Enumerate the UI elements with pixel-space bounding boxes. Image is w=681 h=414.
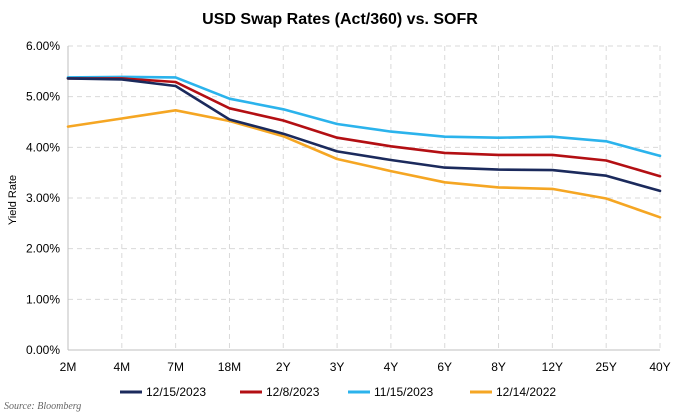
x-tick-label: 7M bbox=[167, 360, 184, 374]
y-tick-label: 3.00% bbox=[26, 191, 60, 205]
legend-label: 11/15/2023 bbox=[374, 385, 433, 399]
x-tick-label: 3Y bbox=[330, 360, 345, 374]
x-tick-label: 4M bbox=[113, 360, 130, 374]
y-tick-label: 6.00% bbox=[26, 39, 60, 53]
x-tick-label: 4Y bbox=[384, 360, 399, 374]
x-tick-label: 8Y bbox=[491, 360, 506, 374]
y-tick-label: 2.00% bbox=[26, 242, 60, 256]
series-line bbox=[66, 75, 662, 158]
x-tick-label: 2M bbox=[60, 360, 77, 374]
x-tick-label: 2Y bbox=[276, 360, 291, 374]
x-tick-label: 18M bbox=[218, 360, 241, 374]
x-tick-label: 6Y bbox=[437, 360, 452, 374]
y-tick-labels: 0.00% 1.00% 2.00% 3.00% 4.00% 5.00% 6.00% bbox=[26, 39, 60, 357]
axes bbox=[67, 46, 660, 351]
legend-label: 12/15/2023 bbox=[146, 385, 206, 399]
y-tick-label: 5.00% bbox=[26, 90, 60, 104]
source-note: Source: Bloomberg bbox=[4, 401, 81, 412]
legend-label: 12/8/2023 bbox=[266, 385, 320, 399]
legend-label: 12/14/2022 bbox=[496, 385, 556, 399]
x-tick-label: 12Y bbox=[542, 360, 563, 374]
chart-title: USD Swap Rates (Act/360) vs. SOFR bbox=[202, 11, 478, 28]
series-line bbox=[66, 77, 662, 178]
series-line bbox=[66, 77, 662, 193]
x-tick-label: 40Y bbox=[649, 360, 670, 374]
x-tick-label: 25Y bbox=[596, 360, 617, 374]
y-axis-label: Yield Rate bbox=[7, 175, 19, 225]
y-tick-label: 1.00% bbox=[26, 292, 60, 306]
grid-lines bbox=[68, 45, 661, 350]
x-tick-labels: 2M 4M 7M 18M 2Y 3Y 4Y 6Y 8Y 12Y 25Y 40Y bbox=[60, 360, 671, 374]
legend: 12/15/2023 12/8/2023 11/15/2023 12/14/2022 bbox=[120, 385, 556, 399]
series-lines bbox=[66, 75, 662, 219]
series-line bbox=[66, 109, 662, 219]
y-tick-label: 4.00% bbox=[26, 140, 60, 154]
y-tick-label: 0.00% bbox=[26, 343, 60, 357]
